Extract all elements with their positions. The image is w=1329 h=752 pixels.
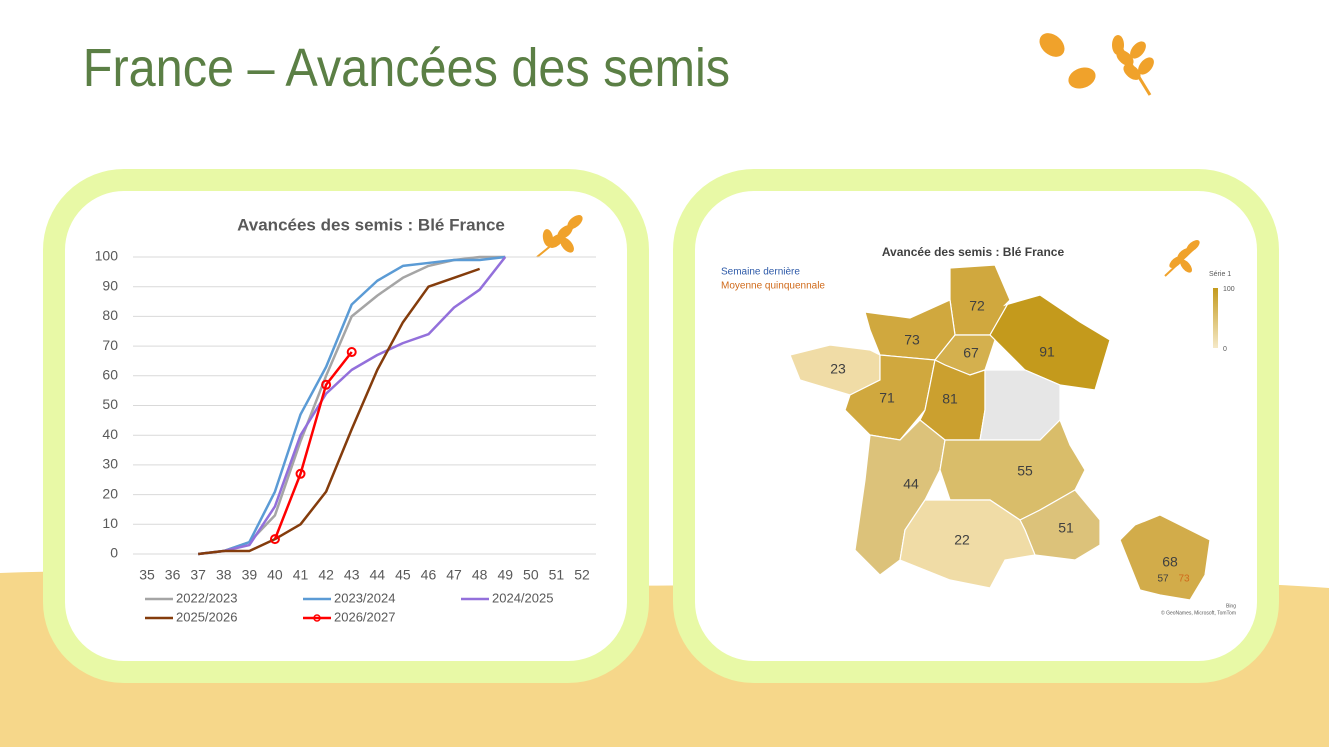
credit: Bing [1226,603,1236,609]
wheat-icon [536,215,583,258]
map-title: Avancée des semis : Blé France [882,245,1065,259]
x-tick-label: 35 [139,567,155,583]
x-tick-label: 48 [472,567,488,583]
x-tick-label: 38 [216,567,232,583]
x-tick-label: 36 [165,567,181,583]
credit: © GeoNames, Microsoft, TomTom [1161,609,1236,616]
region-value: 81 [942,391,958,407]
region-value: 51 [1058,520,1074,536]
wheat-icon [1164,240,1200,277]
legend-label: 2024/2025 [492,590,553,605]
x-tick-label: 44 [370,567,386,583]
x-tick-label: 42 [318,567,334,583]
region-value: 67 [963,345,979,361]
x-tick-label: 49 [497,567,513,583]
x-tick-label: 45 [395,567,411,583]
region-value: 22 [954,532,970,548]
series-line [198,256,507,556]
page-title: France – Avancées des semis [83,37,730,98]
data-point [295,468,306,479]
y-tick-label: 0 [110,545,118,561]
inset-average: 73 [1178,574,1190,585]
x-tick-label: 47 [446,567,462,583]
y-tick-label: 30 [102,456,118,472]
region [979,369,1061,441]
x-tick-label: 50 [523,567,539,583]
legend-marker [313,614,321,622]
line-chart: 0 10 20 30 40 50 60 70 80 90 100 35 36 37 38 39 40 41 42 43… [95,248,596,624]
y-tick-label: 10 [102,515,118,531]
legend-label: 2023/2024 [334,590,395,605]
scale-min: 0 [1223,346,1227,353]
legend-label: 2025/2026 [176,609,237,624]
inset-value: 68 [1162,554,1178,570]
x-tick-label: 41 [293,567,309,583]
y-tick-label: 80 [102,307,118,323]
region-value: 91 [1039,344,1055,360]
inset-france [1119,514,1211,601]
series-line [198,255,506,556]
map: Avancée des semis : Blé France Semaine d… [721,240,1236,616]
data-point [346,347,357,358]
wheat-decoration [1039,33,1154,96]
y-tick-label: 90 [102,277,118,293]
x-tick-label: 39 [242,567,258,583]
x-tick-label: 40 [267,567,283,583]
y-tick-label: 50 [102,396,118,412]
inset-last-week: 57 [1157,574,1169,585]
y-tick-label: 100 [95,248,119,264]
data-point [269,534,280,545]
y-tick-label: 70 [102,337,118,353]
series-line [273,351,353,540]
x-tick-label: 51 [549,567,565,583]
color-scale [1213,288,1218,348]
legend-label: 2026/2027 [334,609,395,624]
data-point [321,379,332,390]
x-tick-label: 43 [344,567,360,583]
legend-label: 2022/2023 [176,590,237,605]
y-tick-label: 60 [102,367,118,383]
region-value: 23 [830,361,846,377]
regions [789,264,1211,601]
x-tick-label: 37 [190,567,206,583]
y-tick-label: 20 [102,485,118,501]
x-tick-label: 46 [421,567,437,583]
region-value: 72 [969,298,985,314]
region-value: 71 [879,390,895,406]
region [899,499,1036,589]
legend-last-week: Semaine dernière [721,267,800,278]
y-tick-label: 40 [102,426,118,442]
x-tick-label: 52 [574,567,590,583]
region-value: 44 [903,476,919,492]
chart-title: Avancées des semis : Blé France [237,215,505,234]
chart-panel [43,169,649,683]
scale-title: Série 1 [1209,271,1231,278]
region-value: 73 [904,332,920,348]
legend-average: Moyenne quinquennale [721,281,825,292]
scale-max: 100 [1223,286,1235,293]
region-value: 55 [1017,463,1033,479]
series-line [198,267,481,556]
